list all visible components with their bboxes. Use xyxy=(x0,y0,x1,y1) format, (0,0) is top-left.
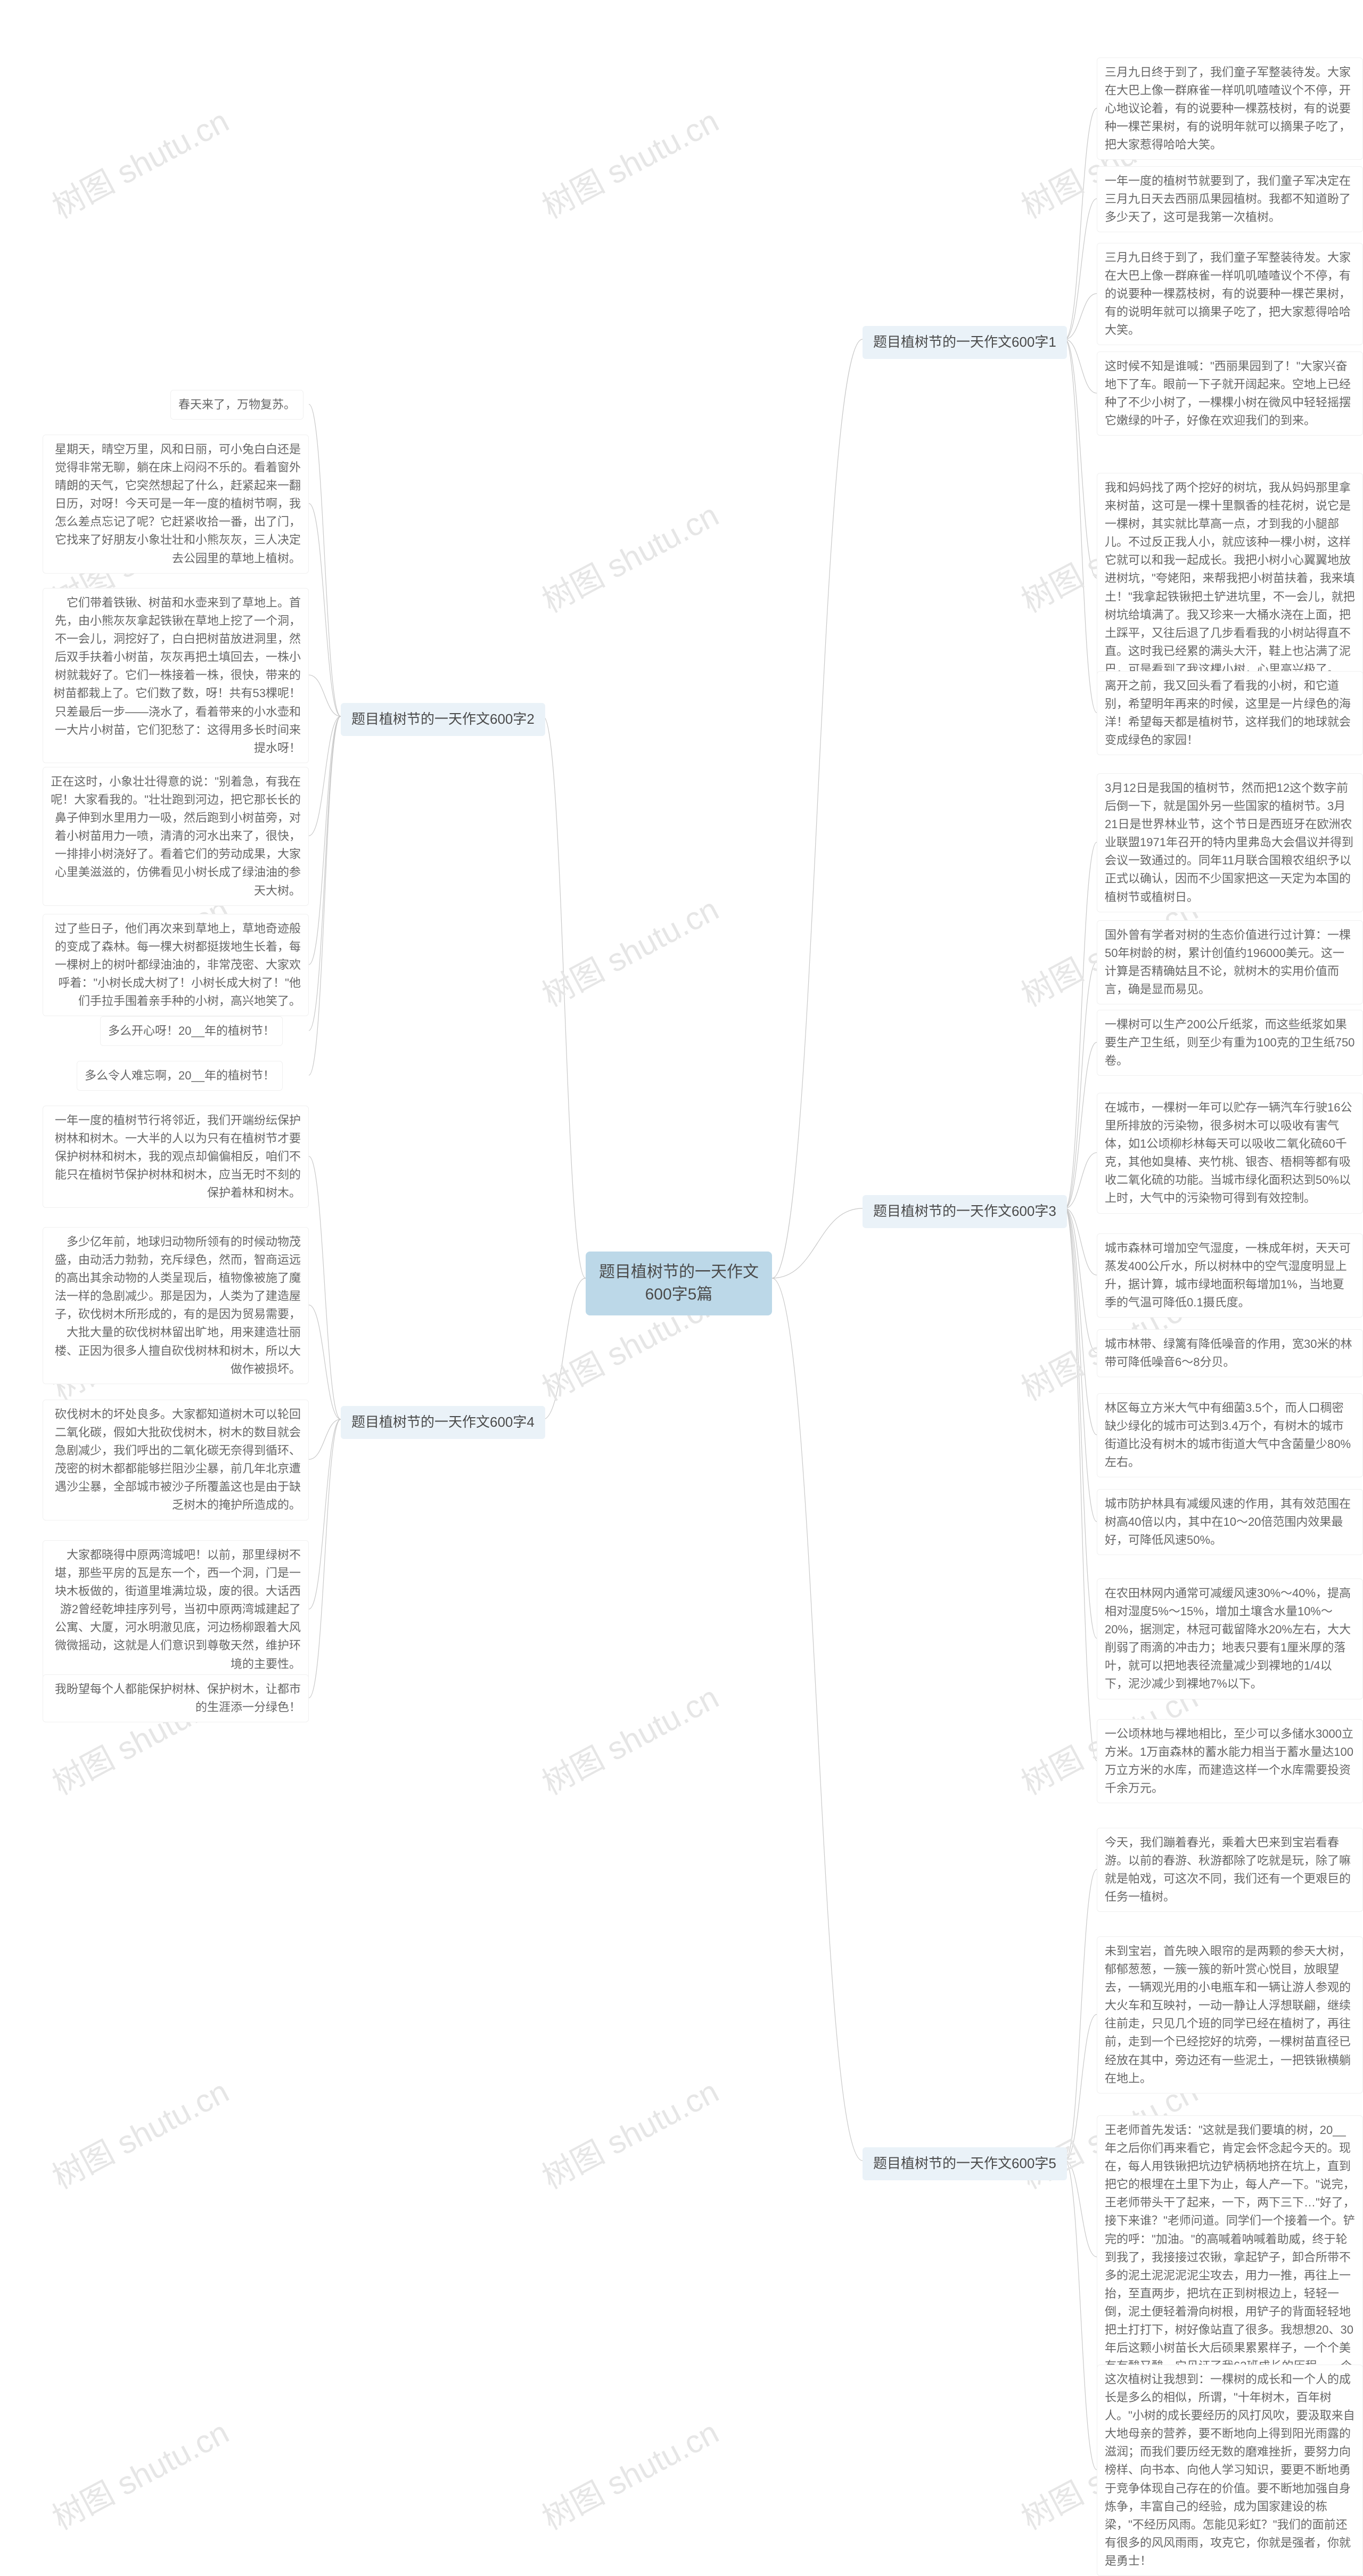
watermark: 树图 shutu.cn xyxy=(533,1672,726,1804)
mindmap-root[interactable]: 题目植树节的一天作文600字5篇 xyxy=(586,1252,772,1315)
mindmap-leaf[interactable]: 多么开心呀！20__年的植树节！ xyxy=(100,1016,283,1046)
mindmap-leaf[interactable]: 这时候不知是谁喊："西丽果园到了！"大家兴奋地下了车。眼前一下子就开阔起来。空地… xyxy=(1097,351,1363,436)
mindmap-leaf[interactable]: 未到宝岩，首先映入眼帘的是两颗的参天大树，郁郁葱葱，一簇一簇的新叶赏心悦目，放眼… xyxy=(1097,1936,1363,2093)
mindmap-leaf[interactable]: 我盼望每个人都能保护树林、保护树木，让都市的生涯添一分绿色！ xyxy=(43,1674,309,1722)
mindmap-branch[interactable]: 题目植树节的一天作文600字1 xyxy=(863,326,1067,359)
watermark: 树图 shutu.cn xyxy=(533,490,726,621)
mindmap-branch[interactable]: 题目植树节的一天作文600字4 xyxy=(341,1406,545,1439)
watermark: 树图 shutu.cn xyxy=(43,96,236,227)
mindmap-leaf[interactable]: 大家都晓得中原两湾城吧！以前，那里绿树不堪，那些平房的瓦是东一个，西一个洞，门是… xyxy=(43,1540,309,1679)
mindmap-leaf[interactable]: 多少亿年前，地球归动物所领有的时候动物茂盛，由动活力勃勃，充斥绿色，然而，智商运… xyxy=(43,1227,309,1384)
mindmap-leaf[interactable]: 一棵树可以生产200公斤纸浆，而这些纸浆如果要生产卫生纸，则至少有重为100克的… xyxy=(1097,1010,1363,1076)
mindmap-branch[interactable]: 题目植树节的一天作文600字5 xyxy=(863,2147,1067,2180)
mindmap-leaf[interactable]: 砍伐树木的坏处良多。大家都知道树木可以轮回二氧化碳，假如大批砍伐树木，树木的数目… xyxy=(43,1400,309,1520)
mindmap-leaf[interactable]: 星期天，晴空万里，风和日丽，可小兔白白还是觉得非常无聊，躺在床上闷闷不乐的。看着… xyxy=(43,435,309,574)
mindmap-leaf[interactable]: 3月12日是我国的植树节，然而把12这个数字前后倒一下，就是国外另一些国家的植树… xyxy=(1097,773,1363,912)
mindmap-leaf[interactable]: 这次植树让我想到：一棵树的成长和一个人的成长是多么的相似，所谓，"十年树木，百年… xyxy=(1097,2365,1363,2576)
mindmap-leaf[interactable]: 国外曾有学者对树的生态价值进行过计算：一棵50年树龄的树，累计创值约196000… xyxy=(1097,920,1363,1004)
watermark: 树图 shutu.cn xyxy=(43,2407,236,2539)
mindmap-branch[interactable]: 题目植树节的一天作文600字3 xyxy=(863,1195,1067,1228)
watermark: 树图 shutu.cn xyxy=(533,96,726,227)
mindmap-leaf[interactable]: 王老师首先发话："这就是我们要填的树，20__年之后你们再来看它，肯定会怀念起今… xyxy=(1097,2115,1363,2399)
mindmap-leaf[interactable]: 林区每立方米大气中有细菌3.5个，而人口稠密缺少绿化的城市可达到3.4万个，有树… xyxy=(1097,1393,1363,1477)
mindmap-leaf[interactable]: 三月九日终于到了，我们童子军整装待发。大家在大巴上像一群麻雀一样叽叽喳喳议个不停… xyxy=(1097,243,1363,345)
mindmap-leaf[interactable]: 今天，我们蹦着春光，乘着大巴来到宝岩看春游。以前的春游、秋游都除了吃就是玩，除了… xyxy=(1097,1828,1363,1912)
mindmap-leaf[interactable]: 一年一度的植树节就要到了，我们童子军决定在三月九日天去西丽瓜果园植树。我都不知道… xyxy=(1097,166,1363,232)
watermark: 树图 shutu.cn xyxy=(533,2066,726,2198)
mindmap-leaf[interactable]: 在农田林网内通常可减缓风速30%～40%，提高相对湿度5%～15%，增加土壤含水… xyxy=(1097,1579,1363,1699)
mindmap-leaf[interactable]: 正在这时，小象壮壮得意的说："别着急，有我在呢！大家看我的。"壮壮跑到河边，把它… xyxy=(43,767,309,906)
watermark: 树图 shutu.cn xyxy=(533,884,726,1016)
mindmap-leaf[interactable]: 一年一度的植树节行将邻近，我们开端纷纭保护树林和树木。一大半的人以为只有在植树节… xyxy=(43,1106,309,1208)
mindmap-leaf[interactable]: 春天来了，万物复苏。 xyxy=(170,390,303,420)
mindmap-leaf[interactable]: 城市林带、绿篱有降低噪音的作用，宽30米的林带可降低噪音6～8分贝。 xyxy=(1097,1329,1363,1377)
mindmap-leaf[interactable]: 过了些日子，他们再次来到草地上，草地奇迹般的变成了森林。每一棵大树都挺拨地生长着… xyxy=(43,914,309,1016)
watermark: 树图 shutu.cn xyxy=(43,2066,236,2198)
watermark: 树图 shutu.cn xyxy=(533,2407,726,2539)
mindmap-leaf[interactable]: 多么令人难忘啊，20__年的植树节！ xyxy=(77,1061,283,1091)
mindmap-leaf[interactable]: 它们带着铁锹、树苗和水壶来到了草地上。首先，由小熊灰灰拿起铁锹在草地上挖了一个洞… xyxy=(43,588,309,763)
mindmap-leaf[interactable]: 我和妈妈找了两个挖好的树坑，我从妈妈那里拿来树苗，这可是一棵十里飘香的桂花树，说… xyxy=(1097,473,1363,684)
mindmap-leaf[interactable]: 在城市，一棵树一年可以贮存一辆汽车行驶16公里所排放的污染物，很多树木可以吸收有… xyxy=(1097,1093,1363,1214)
mindmap-leaf[interactable]: 城市防护林具有减缓风速的作用，其有效范围在树高40倍以内，其中在10～20倍范围… xyxy=(1097,1489,1363,1555)
mindmap-leaf[interactable]: 一公顷林地与裸地相比，至少可以多储水3000立方米。1万亩森林的蓄水能力相当于蓄… xyxy=(1097,1719,1363,1803)
mindmap-leaf[interactable]: 三月九日终于到了，我们童子军整装待发。大家在大巴上像一群麻雀一样叽叽喳喳议个不停… xyxy=(1097,58,1363,160)
mindmap-leaf[interactable]: 城市森林可增加空气湿度，一株成年树，天天可蒸发400公斤水，所以树林中的空气湿度… xyxy=(1097,1233,1363,1318)
mindmap-leaf[interactable]: 离开之前，我又回头看了看我的小树，和它道别，希望明年再来的时候，这里是一片绿色的… xyxy=(1097,671,1363,755)
mindmap-branch[interactable]: 题目植树节的一天作文600字2 xyxy=(341,703,545,736)
